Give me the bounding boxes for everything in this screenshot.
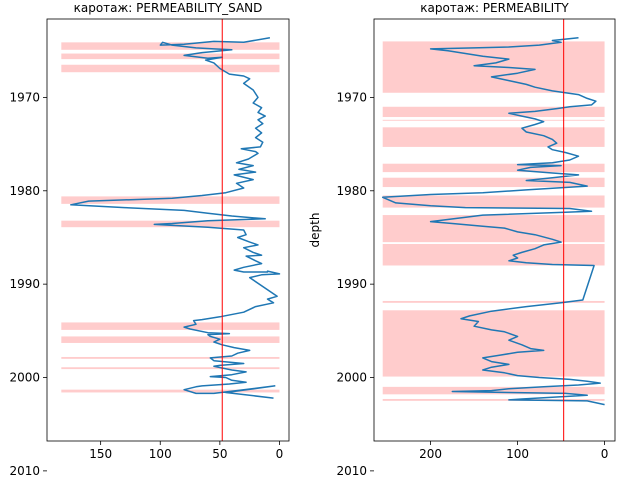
- series-line: [381, 36, 605, 406]
- fill-band: [61, 389, 280, 393]
- y-tick-label: 1970: [9, 90, 40, 104]
- fill-band: [61, 42, 280, 50]
- fill-band: [382, 106, 605, 118]
- y-tick-label: 1990: [336, 277, 367, 291]
- x-tick-label: 200: [419, 447, 442, 461]
- fill-band: [382, 310, 605, 377]
- fill-band: [61, 356, 280, 359]
- y-tick-label: 2010: [9, 464, 40, 478]
- x-tick-label: 50: [212, 447, 227, 461]
- panel-permeability-sand: каротаж: PERMEABILITY_SAND 150 100 50 0 1970…: [9, 1, 290, 478]
- y-tick-label: 2000: [336, 371, 367, 385]
- fill-band: [61, 196, 280, 204]
- fill-band: [61, 336, 280, 343]
- fill-band: [61, 64, 280, 73]
- x-tick-label: 150: [89, 447, 112, 461]
- fill-band: [61, 322, 280, 330]
- fill-band: [382, 127, 605, 147]
- x-tick-label: 0: [276, 447, 284, 461]
- fill-band: [382, 398, 605, 401]
- fill-band: [382, 163, 605, 173]
- plot-frame: [373, 18, 616, 442]
- chart-title: каротаж: PERMEABILITY_SAND: [74, 1, 263, 15]
- fill-band: [382, 244, 605, 266]
- plot-content: [381, 19, 605, 441]
- fill-band: [382, 215, 605, 243]
- y-tick-label: 2010: [336, 464, 367, 478]
- x-tick-label: 100: [149, 447, 172, 461]
- fill-band: [382, 195, 605, 208]
- plot-frame: [46, 18, 290, 442]
- x-tick-label: 0: [601, 447, 609, 461]
- y-tick-label: 1980: [9, 184, 40, 198]
- plot-area: 200 100 0 1970 1980 1990 2000 2010: [336, 18, 616, 478]
- plot-content: [61, 19, 281, 441]
- plot-area: 150 100 50 0 1970 1980 1990 2000 2010: [9, 18, 290, 478]
- fill-band: [61, 367, 280, 370]
- y-tick-label: 2000: [9, 371, 40, 385]
- y-tick-label: 1970: [336, 90, 367, 104]
- fill-band: [382, 119, 605, 121]
- fill-band: [382, 300, 605, 303]
- series-line: [70, 36, 281, 399]
- y-tick-label: 1980: [336, 184, 367, 198]
- fill-band: [382, 177, 605, 188]
- x-tick-label: 100: [506, 447, 529, 461]
- y-axis-label: depth: [308, 213, 322, 248]
- chart-title: каротаж: PERMEABILITY: [420, 1, 569, 15]
- fill-band: [61, 53, 280, 60]
- y-tick-label: 1990: [9, 277, 40, 291]
- panel-permeability: каротаж: PERMEABILITY depth 200 100 0 1970 1…: [308, 1, 616, 478]
